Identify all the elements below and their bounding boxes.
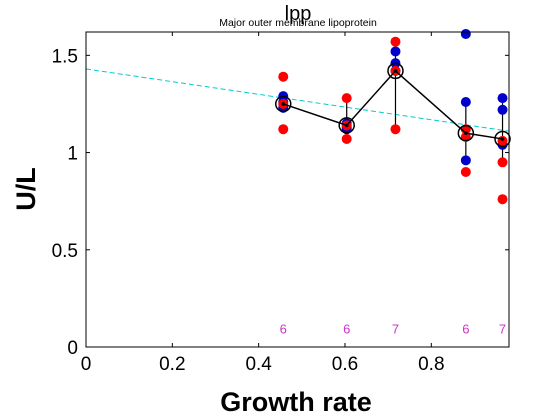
- chart-title: lpp: [285, 3, 312, 25]
- y-tick-label: 0: [67, 338, 78, 359]
- mean-marker-center: [464, 131, 468, 135]
- mean-marker: [387, 62, 404, 80]
- x-axis-label: Growth rate: [220, 387, 372, 417]
- blue-point: [390, 46, 401, 57]
- x-tick-label: 0.6: [332, 354, 358, 375]
- red-point: [341, 93, 352, 104]
- y-tick-label: 1: [67, 144, 78, 165]
- mean-marker-center: [344, 123, 349, 128]
- chart-subtitle: Major outer membrane lipoprotein: [219, 17, 377, 29]
- red-point: [497, 157, 508, 168]
- count-label: 6: [280, 321, 287, 336]
- mean-marker-center: [500, 137, 505, 141]
- red-point: [341, 133, 352, 144]
- x-tick-label: 0.4: [245, 354, 272, 375]
- mean-marker-center: [393, 69, 398, 73]
- mean-marker: [457, 124, 475, 142]
- fit-line: [85, 68, 510, 132]
- mean-marker: [338, 117, 355, 134]
- y-tick-label: 1.5: [52, 46, 78, 67]
- count-label: 7: [392, 321, 399, 336]
- mean-marker-center: [281, 102, 286, 106]
- blue-point: [497, 104, 508, 115]
- blue-point: [497, 93, 508, 104]
- x-tick-label: 0.2: [159, 354, 185, 375]
- blue-point: [460, 28, 471, 39]
- red-point: [278, 71, 289, 82]
- blue-point: [460, 155, 471, 166]
- axes-frame: [85, 31, 510, 348]
- count-label: 6: [343, 321, 350, 336]
- blue-point: [460, 97, 471, 107]
- red-point: [390, 124, 401, 135]
- y-tick-label: 0.5: [52, 241, 78, 262]
- axis-ticks: 0 0.2 0.4 0.6 0.8 0 0.5 1 1.5: [52, 32, 509, 375]
- plot-area: 6 6 7 6 7: [85, 28, 511, 336]
- count-label: 6: [462, 321, 469, 336]
- x-tick-label: 0: [81, 354, 92, 375]
- count-label: 7: [499, 321, 506, 336]
- red-point: [497, 194, 508, 205]
- mean-marker: [275, 95, 292, 113]
- red-point: [390, 36, 401, 47]
- red-point: [460, 167, 471, 177]
- mean-marker: [494, 130, 511, 148]
- red-point: [278, 124, 289, 135]
- y-axis-label: U/L: [11, 167, 41, 211]
- x-tick-label: 0.8: [418, 354, 444, 375]
